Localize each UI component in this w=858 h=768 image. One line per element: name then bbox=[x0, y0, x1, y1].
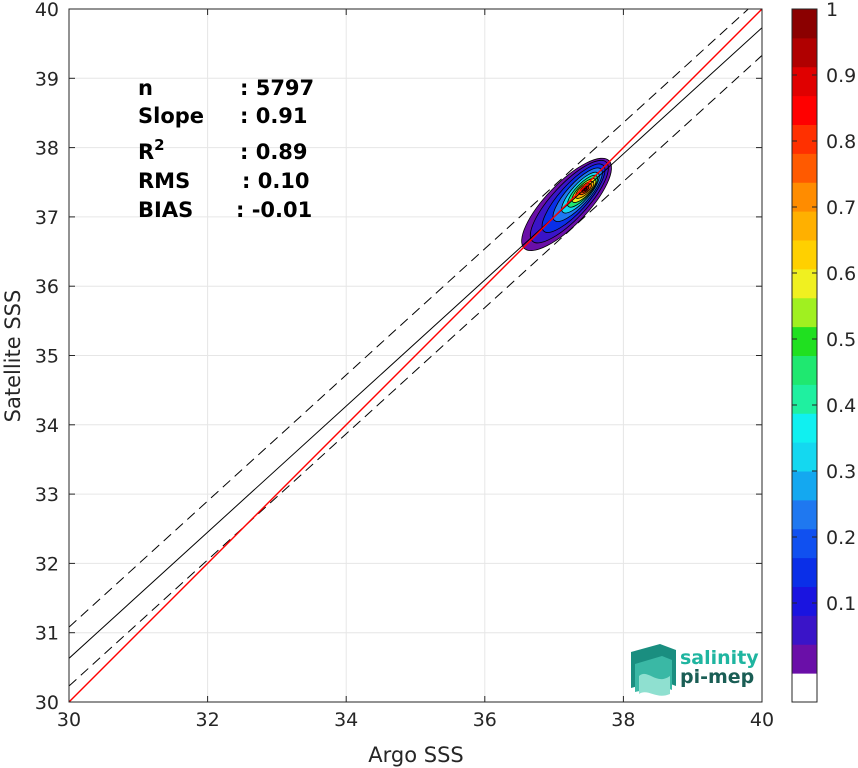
y-tick-label: 30 bbox=[35, 692, 59, 714]
x-axis-ticks: 30 32 34 36 38 40 bbox=[57, 9, 774, 731]
x-tick-label: 30 bbox=[57, 709, 81, 731]
y-tick-label: 37 bbox=[35, 207, 59, 229]
y-tick-label: 35 bbox=[35, 346, 59, 368]
colorbar-segment bbox=[792, 153, 817, 183]
y-tick-label: 31 bbox=[35, 623, 59, 645]
colorbar-segment bbox=[792, 413, 817, 443]
colorbar-segment bbox=[792, 586, 817, 616]
stat-value-n: : 5797 bbox=[240, 76, 314, 100]
colorbar-segment bbox=[792, 499, 817, 530]
y-axis-label: Satellite SSS bbox=[1, 290, 25, 423]
x-tick-label: 32 bbox=[196, 709, 220, 731]
x-axis-label: Argo SSS bbox=[368, 743, 463, 767]
colorbar-segment bbox=[792, 557, 817, 587]
stat-value-rms: : 0.10 bbox=[242, 169, 310, 193]
colorbar-segment bbox=[792, 9, 817, 39]
x-tick-label: 34 bbox=[334, 709, 358, 731]
y-tick-label: 32 bbox=[35, 553, 59, 575]
colorbar-tick-label: 0.7 bbox=[826, 197, 856, 219]
y-tick-label: 33 bbox=[35, 484, 59, 506]
one-to-one-line bbox=[69, 9, 762, 702]
colorbar-tick-label: 0.6 bbox=[826, 263, 856, 285]
salinity-pi-mep-logo: salinity pi-mep bbox=[631, 644, 759, 696]
fit-line bbox=[69, 27, 762, 659]
colorbar-segment bbox=[792, 442, 817, 472]
colorbar-segment bbox=[792, 297, 817, 328]
colorbar-segment bbox=[792, 644, 817, 674]
colorbar-segment bbox=[792, 240, 817, 270]
colorbar-segment bbox=[792, 66, 817, 97]
colorbar-tick-label: 0.3 bbox=[826, 461, 856, 483]
stat-name-bias: BIAS bbox=[138, 198, 193, 222]
colorbar-segment bbox=[792, 384, 817, 414]
stat-name-n: n bbox=[138, 76, 153, 100]
y-tick-label: 40 bbox=[35, 0, 59, 21]
logo-text-pi-mep: pi-mep bbox=[680, 666, 754, 688]
stat-value-r: : 0.89 bbox=[240, 140, 308, 164]
colorbar-segment bbox=[792, 268, 817, 299]
y-tick-label: 36 bbox=[35, 276, 59, 298]
colorbar-segment bbox=[792, 355, 817, 385]
statistics-box: n : 5797 Slope : 0.91 R2 : 0.89 RMS : 0.10 BIAS:… bbox=[138, 76, 314, 222]
x-tick-label: 40 bbox=[750, 709, 774, 731]
grid bbox=[68, 8, 763, 703]
logo-waves-icon bbox=[631, 644, 676, 696]
stat-name-rms: RMS bbox=[138, 169, 190, 193]
colorbar-frame bbox=[791, 8, 818, 703]
colorbar-segment bbox=[792, 124, 817, 154]
colorbar-tick-label: 0.1 bbox=[826, 593, 856, 615]
logo-text-salinity: salinity bbox=[680, 647, 759, 669]
y-tick-label: 39 bbox=[35, 68, 59, 90]
colorbar-segment bbox=[792, 615, 817, 645]
colorbar: 0.1 0.2 0.3 0.4 0.5 0.6 0.7 0.8 0.9 1 bbox=[791, 0, 856, 703]
colorbar-segment bbox=[792, 211, 817, 241]
colorbar-tick-label: 0.4 bbox=[826, 395, 856, 417]
colorbar-segment bbox=[792, 528, 817, 559]
colorbar-segment bbox=[792, 326, 817, 356]
x-tick-label: 36 bbox=[473, 709, 497, 731]
rms-band-line bbox=[69, 9, 750, 628]
stat-name-slope: Slope bbox=[138, 104, 204, 128]
x-tick-label: 38 bbox=[611, 709, 635, 731]
colorbar-tick-label: 0.8 bbox=[826, 131, 856, 153]
colorbar-segment bbox=[792, 471, 817, 501]
colorbar-tick-label: 0.5 bbox=[826, 329, 856, 351]
stat-value-slope: : 0.91 bbox=[240, 104, 308, 128]
rms-band-line bbox=[69, 55, 762, 687]
y-axis-ticks: 30 31 32 33 34 35 36 37 38 39 40 bbox=[35, 0, 762, 714]
y-tick-label: 34 bbox=[35, 415, 59, 437]
colorbar-tick-label: 1 bbox=[826, 0, 838, 21]
stat-value-bias: : -0.01 bbox=[236, 198, 312, 222]
y-tick-label: 38 bbox=[35, 138, 59, 160]
colorbar-segment bbox=[792, 673, 817, 703]
colorbar-segment bbox=[792, 95, 817, 125]
colorbar-segment bbox=[792, 37, 817, 68]
stat-name-r: R2 bbox=[138, 136, 165, 164]
colorbar-tick-label: 0.2 bbox=[826, 527, 856, 549]
colorbar-tick-label: 0.9 bbox=[826, 65, 856, 87]
reference-lines bbox=[69, 9, 762, 702]
